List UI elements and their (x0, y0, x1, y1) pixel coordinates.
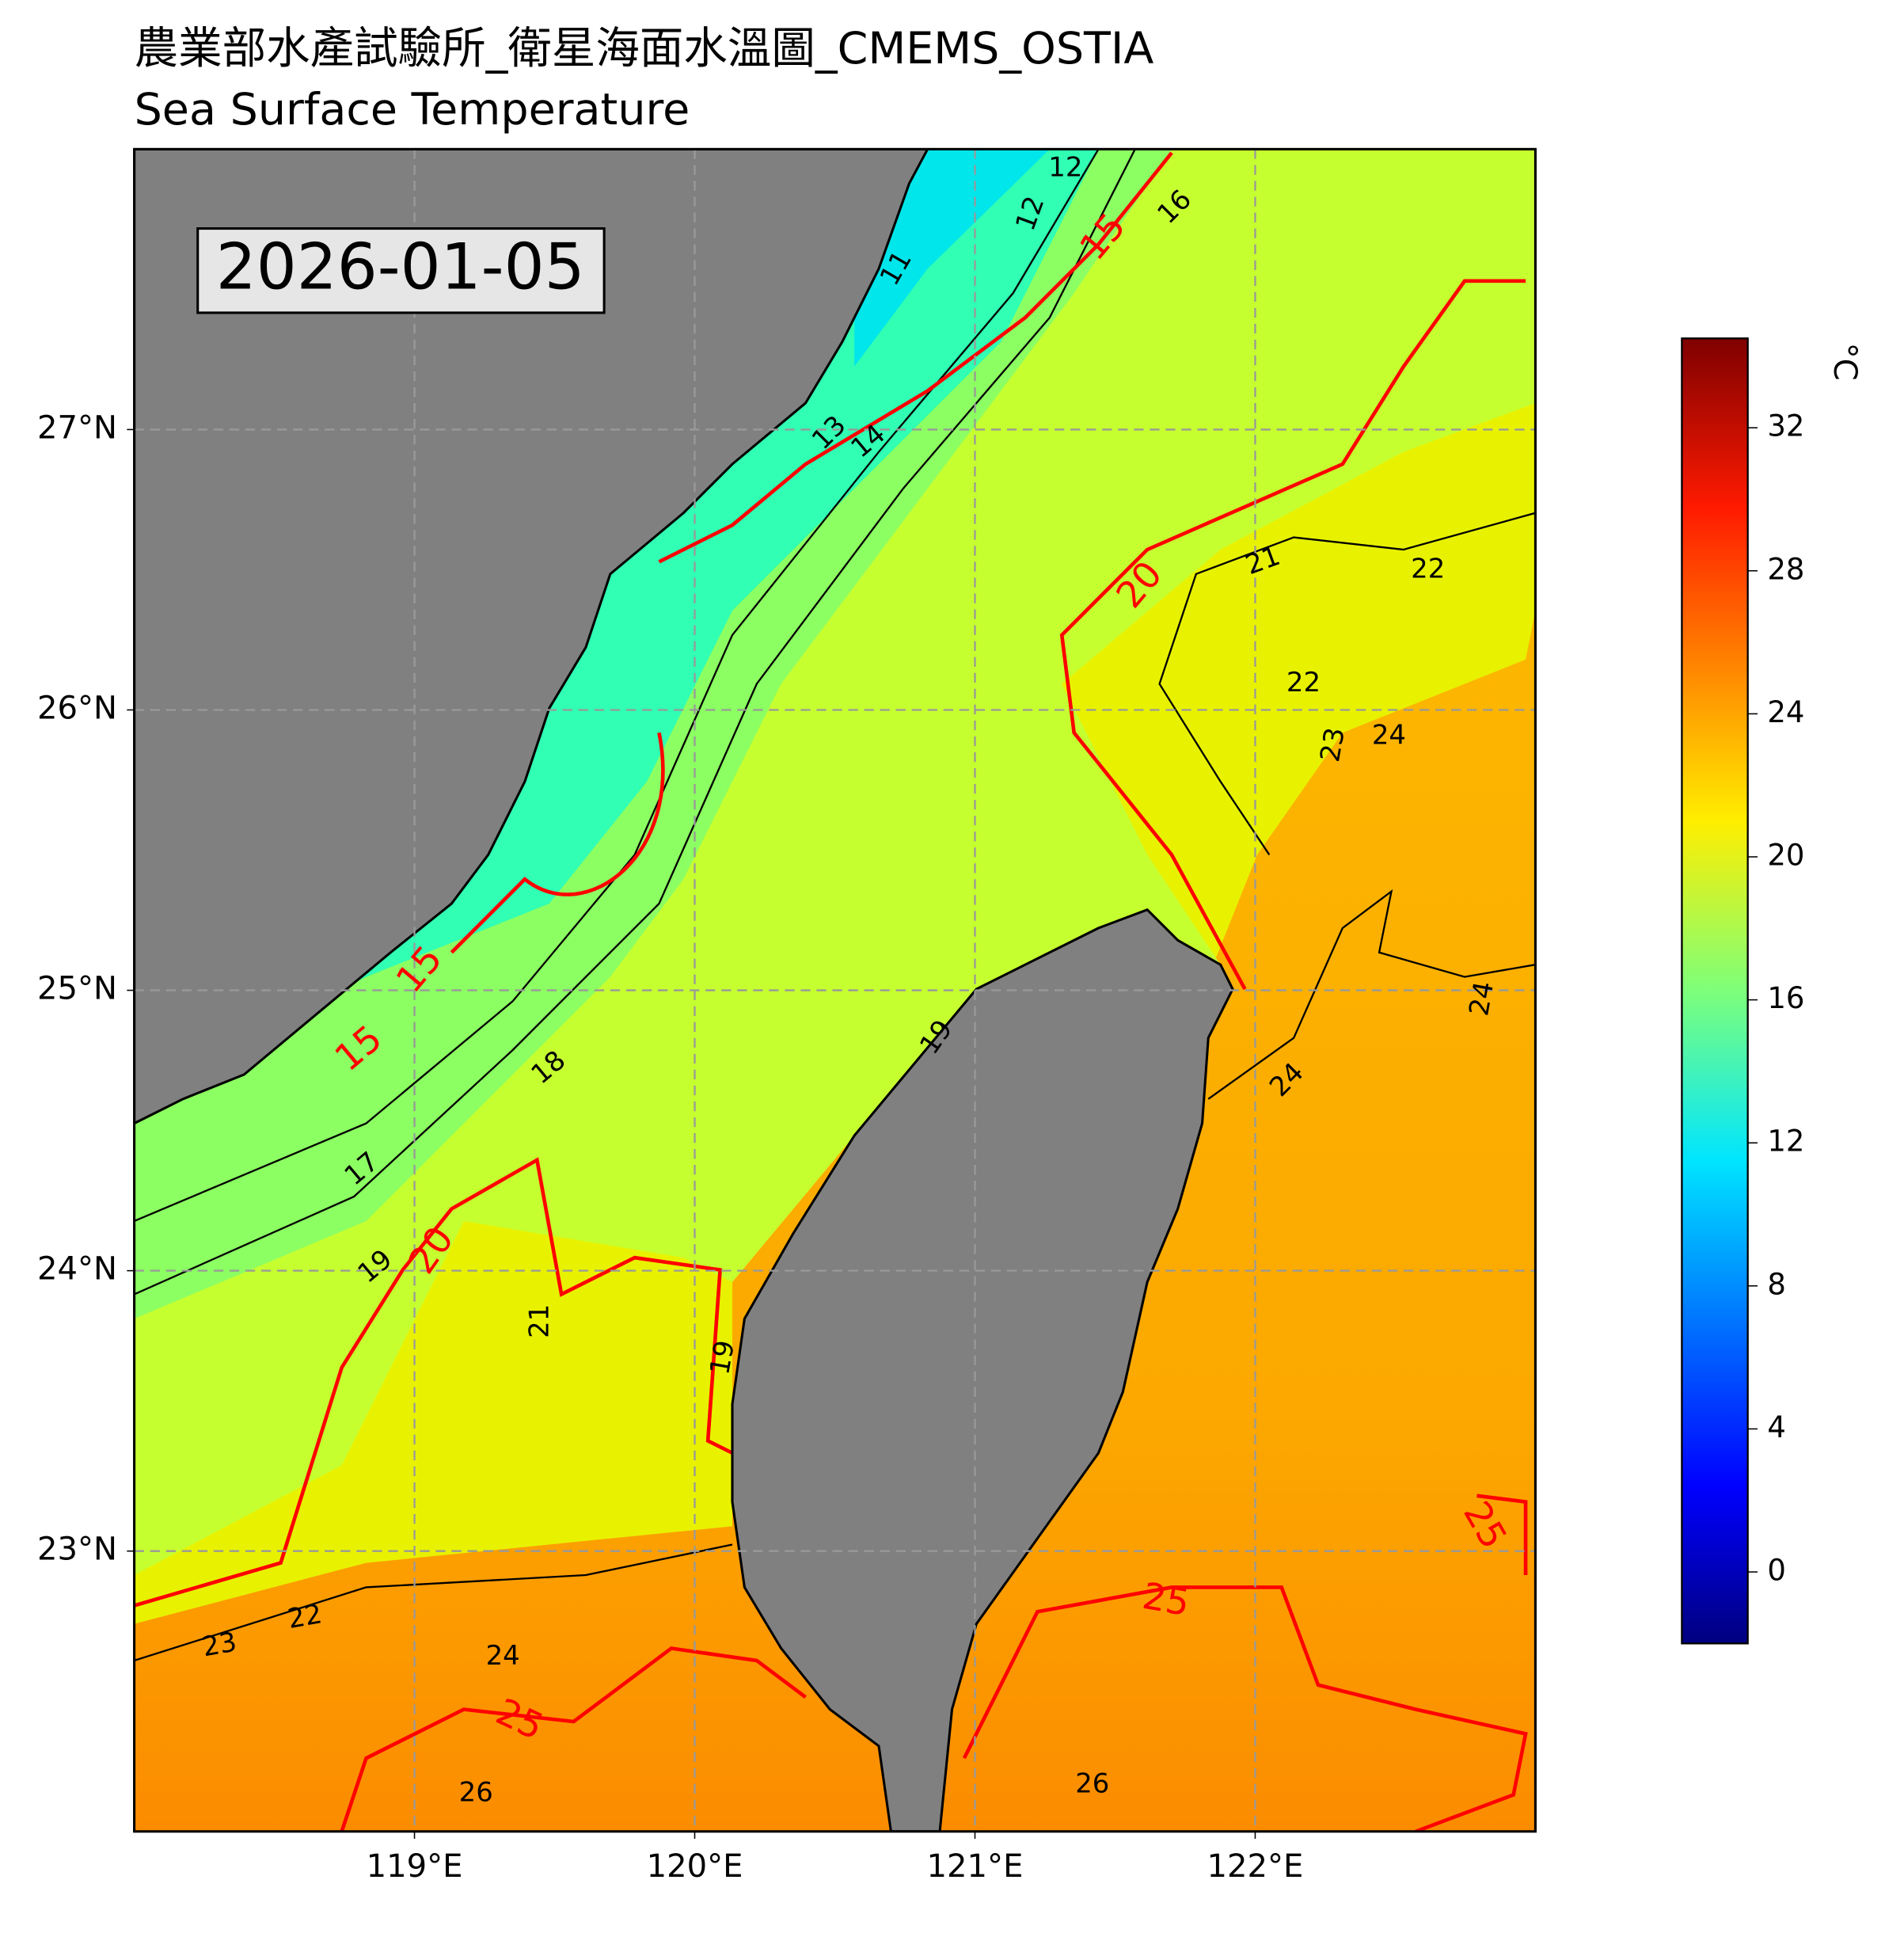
contour-label: 22 (1411, 554, 1445, 584)
contour-label: 24 (486, 1640, 520, 1671)
title: 農業部水產試驗所_衛星海面水溫圖_CMEMS_OSTIA (135, 23, 1154, 74)
contour-label: 22 (285, 1598, 324, 1634)
contour-label: 24 (1463, 979, 1499, 1018)
contour-line (134, 1543, 733, 1662)
colorbar-tick-label: 8 (1767, 1267, 1786, 1301)
lon-tick-label: 121°E (927, 1848, 1024, 1885)
lat-tick-label: 23°N (37, 1532, 117, 1568)
lat-tick-label: 27°N (37, 409, 117, 446)
colorbar-tick-label: 32 (1767, 409, 1804, 443)
colorbar-tick-label: 16 (1767, 981, 1804, 1015)
land-china (134, 149, 929, 1125)
major-contours (134, 151, 1528, 1832)
contour-label: 25 (1139, 1574, 1192, 1624)
colorbar-tick-label: 24 (1767, 695, 1804, 729)
colorbar-tick-label: 4 (1767, 1410, 1786, 1444)
contour-line (340, 1646, 807, 1832)
subtitle: Sea Surface Temperature (135, 84, 690, 135)
contour-line (1476, 1494, 1528, 1576)
contour-line (658, 151, 1173, 564)
contour-line (134, 1157, 734, 1608)
colorbar-tick-label: 28 (1767, 552, 1804, 586)
lon-tick-label: 120°E (647, 1848, 743, 1885)
date-box (196, 227, 606, 314)
colorbar-tick-label: 20 (1767, 839, 1804, 873)
colorbar-label: °C (1826, 343, 1863, 381)
contour-line (962, 1585, 1528, 1832)
contour-label: 26 (1075, 1768, 1109, 1799)
contour-label: 23 (200, 1627, 239, 1663)
axes: 119°E 120°E 121°E 122°E 23°N 24°N 25°N 26°N 27°N… (37, 409, 1804, 1885)
contour-line (134, 149, 1136, 1296)
contour-label: 23 (1314, 725, 1351, 764)
contour-label: 24 (1372, 719, 1406, 750)
grid (134, 149, 1536, 1832)
date-label: 2026-01-05 (216, 230, 585, 303)
colorbar-tick-label: 0 (1767, 1554, 1786, 1588)
colorbar (1681, 337, 1749, 1645)
contour-line (450, 732, 665, 954)
lat-tick-label: 25°N (37, 971, 117, 1007)
contour-line (134, 149, 1100, 1223)
contours (134, 149, 1536, 1662)
contour-line (1158, 512, 1536, 856)
contour-line (1059, 279, 1526, 991)
contour-line (1207, 888, 1536, 1100)
lon-tick-label: 122°E (1207, 1848, 1304, 1885)
contour-label: 26 (459, 1776, 493, 1807)
contour-label: 22 (1286, 667, 1321, 698)
lat-tick-label: 24°N (37, 1251, 117, 1288)
contour-label: 12 (1048, 152, 1082, 183)
colorbar-tick-label: 12 (1767, 1124, 1804, 1159)
lat-tick-label: 26°N (37, 690, 117, 726)
contour-label: 19 (704, 1338, 740, 1377)
contour-label: 21 (523, 1304, 554, 1338)
land-taiwan (731, 908, 1234, 1832)
lon-tick-label: 119°E (367, 1848, 463, 1885)
